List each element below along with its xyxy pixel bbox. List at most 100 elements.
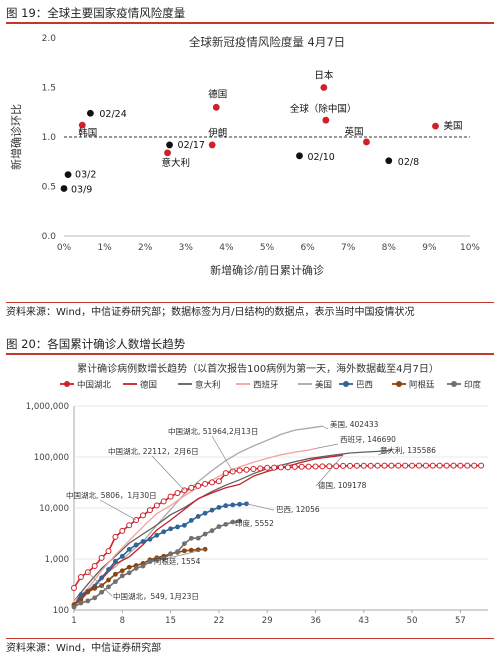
series-marker [209, 507, 215, 513]
series-marker [126, 522, 133, 529]
series-marker [381, 462, 388, 469]
series-marker [319, 463, 326, 470]
x-tick-label: 22 [213, 616, 224, 626]
series-marker [168, 526, 174, 532]
series-marker [140, 539, 146, 544]
series-marker [112, 533, 119, 540]
annotation-leader [211, 435, 234, 472]
y-tick-label: 1.5 [42, 84, 56, 94]
point-label: 全球（除中国） [290, 103, 357, 115]
series-marker [291, 463, 298, 470]
series-marker [92, 585, 98, 591]
x-tick-label: 8% [382, 243, 397, 253]
chart-title: 累计确诊病例数增长趋势（以首次报告100病例为第一天，海外数据截至4月7日） [77, 362, 439, 375]
series-marker [250, 465, 257, 472]
series-marker [409, 462, 416, 469]
x-tick-label: 5% [260, 243, 275, 253]
point-label: 02/8 [398, 157, 419, 168]
legend-label: 印度 [464, 380, 482, 391]
point-label: 韩国 [78, 127, 97, 139]
legend-marker [451, 381, 457, 387]
series-marker [106, 577, 111, 583]
annotation-label: 中国湖北, 51964,2月13日 [168, 426, 258, 436]
legend-marker [396, 381, 402, 387]
series-marker [216, 504, 222, 510]
series-marker [271, 464, 278, 471]
series-marker [188, 517, 194, 523]
legend-label: 美国 [315, 380, 332, 391]
series-marker [353, 462, 360, 469]
series-marker [216, 524, 222, 530]
series-marker [106, 584, 111, 590]
series-marker [202, 510, 208, 516]
x-tick-label: 3% [179, 243, 194, 253]
risk-scatter-chart: 0.0 0.5 1.0 1.5 2.0 0% 1% 2% 3% 4% 5% 6% 7% 8% 9% 10% 全球… [9, 34, 480, 277]
series-marker [230, 502, 236, 508]
series-marker [119, 573, 125, 579]
y-tick-label: 1,000,000 [26, 402, 69, 412]
series-marker [77, 573, 84, 580]
x-tick-label: 15 [165, 616, 176, 626]
figure-19-caption: 图 19：全球主要国家疫情风险度量 [6, 4, 494, 24]
series-marker [264, 464, 271, 471]
series-marker [367, 462, 374, 469]
series-marker [182, 548, 187, 554]
point-label: 日本 [314, 70, 334, 82]
series-marker [416, 462, 422, 469]
series-marker [237, 501, 243, 507]
annotation-label: 中国湖北，549, 1月23日 [113, 591, 199, 601]
series-marker [105, 548, 112, 555]
x-tick-label: 57 [455, 616, 466, 626]
series-marker [161, 529, 167, 535]
series-marker [175, 524, 180, 530]
series-marker [175, 549, 180, 554]
legend-label: 西班牙 [253, 380, 279, 391]
figure-19-source: 资料来源：Wind，中信证券研究部；数据标签为月/日结构的数据点，表示当时中国疫… [6, 302, 494, 320]
series-marker [133, 542, 139, 548]
series-marker [99, 575, 104, 581]
series-marker [402, 462, 409, 469]
scatter-point [208, 141, 216, 149]
x-tick-label: 9% [422, 243, 437, 253]
x-tick-label: 0% [57, 243, 72, 253]
x-tick-label: 36 [310, 616, 321, 626]
series-marker [168, 551, 174, 557]
scatter-point [64, 171, 72, 179]
y-axis-label: 新增确诊环比 [9, 104, 23, 170]
scatter-point [432, 122, 439, 130]
series-marker [182, 541, 187, 547]
x-axis-label: 新增确诊/前日累计确诊 [210, 263, 324, 277]
series-marker [278, 464, 284, 471]
series-marker [106, 567, 111, 572]
series-marker [126, 564, 132, 570]
series-marker [113, 558, 118, 564]
series-marker [188, 484, 195, 491]
series-marker [243, 466, 250, 473]
series-marker [347, 462, 353, 469]
series-marker [215, 478, 222, 485]
annotation-label: 巴西, 12056 [276, 505, 320, 514]
scatter-point [86, 109, 94, 117]
series-marker [202, 546, 208, 552]
series-marker [209, 479, 215, 486]
annotation-label: 美国, 402433 [330, 419, 379, 429]
series-marker [99, 589, 104, 595]
annotation-leader [246, 503, 275, 511]
x-tick-label: 8 [120, 616, 125, 626]
annotation-leader [151, 455, 185, 491]
scatter-point [385, 157, 393, 165]
series-marker [146, 507, 153, 514]
series-marker [222, 470, 229, 477]
series-marker [195, 514, 201, 519]
series-marker [464, 462, 471, 469]
legend-label: 德国 [140, 380, 157, 391]
x-tick-label: 29 [262, 616, 273, 626]
series-marker [374, 462, 381, 469]
point-label: 03/9 [71, 184, 92, 195]
annotation-label: 西班牙, 146690 [340, 434, 396, 444]
series-marker [195, 535, 201, 541]
scatter-point [363, 138, 370, 146]
series-marker [340, 462, 347, 469]
series-marker [326, 463, 333, 470]
scatter-point [78, 121, 86, 129]
